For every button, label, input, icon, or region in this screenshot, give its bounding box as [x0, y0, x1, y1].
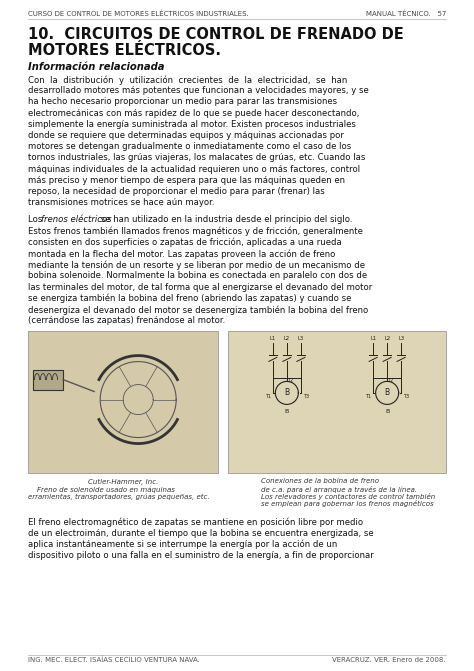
Text: B: B — [384, 389, 390, 397]
Text: Con  la  distribución  y  utilización  crecientes  de  la  electricidad,  se  ha: Con la distribución y utilización crecie… — [28, 75, 347, 85]
Text: motores se detengan gradualmente o inmediatamente como el caso de los: motores se detengan gradualmente o inmed… — [28, 142, 351, 151]
Text: Información relacionada: Información relacionada — [28, 62, 164, 72]
Text: El freno electromagnético de zapatas se mantiene en posición libre por medio: El freno electromagnético de zapatas se … — [28, 517, 363, 527]
Text: aplica instantáneamente si se interrumpe la energía por la acción de un: aplica instantáneamente si se interrumpe… — [28, 540, 337, 550]
Text: desarrollado motores más potentes que funcionan a velocidades mayores, y se: desarrollado motores más potentes que fu… — [28, 86, 369, 95]
Text: B: B — [284, 389, 290, 397]
Text: más preciso y menor tiempo de espera para que las máquinas queden en: más preciso y menor tiempo de espera par… — [28, 176, 345, 185]
Text: transmisiones motrices se hace aún mayor.: transmisiones motrices se hace aún mayor… — [28, 198, 215, 207]
Text: T2: T2 — [287, 378, 293, 383]
Text: L1: L1 — [370, 336, 376, 342]
Text: dispositivo piloto o una falla en el suministro de la energía, a fin de proporci: dispositivo piloto o una falla en el sum… — [28, 551, 374, 560]
Text: L3: L3 — [298, 336, 304, 342]
Text: Los relevadores y contactores de control también: Los relevadores y contactores de control… — [261, 493, 435, 500]
Text: Freno de solenoide usado en máquinas: Freno de solenoide usado en máquinas — [28, 486, 175, 493]
Text: T3: T3 — [403, 395, 409, 399]
Text: L2: L2 — [284, 336, 290, 342]
Text: montada en la flecha del motor. Las zapatas proveen la acción de freno: montada en la flecha del motor. Las zapa… — [28, 249, 336, 258]
Text: desenergiza el devanado del motor se desenergiza también la bobina del freno: desenergiza el devanado del motor se des… — [28, 305, 368, 315]
Text: B: B — [385, 409, 389, 415]
Text: Los: Los — [28, 215, 45, 224]
Text: se han utilizado en la industria desde el principio del siglo.: se han utilizado en la industria desde e… — [98, 215, 352, 224]
Bar — [33, 370, 63, 390]
Text: B: B — [285, 409, 289, 415]
Text: T3: T3 — [303, 395, 309, 399]
Text: VERACRUZ. VER. Enero de 2008.: VERACRUZ. VER. Enero de 2008. — [332, 657, 446, 663]
Text: electromecánicas con más rapidez de lo que se puede hacer desconectando,: electromecánicas con más rapidez de lo q… — [28, 109, 359, 117]
Text: de c.a. para el arranque a través de la línea.: de c.a. para el arranque a través de la … — [261, 486, 417, 493]
Text: T1: T1 — [365, 395, 371, 399]
Text: se emplean para gobernar los frenos magnéticos: se emplean para gobernar los frenos magn… — [261, 501, 433, 507]
Text: se energiza también la bobina del freno (abriendo las zapatas) y cuando se: se energiza también la bobina del freno … — [28, 294, 351, 303]
Text: CURSO DE CONTROL DE MOTORES ELÉCTRICOS INDUSTRIALES.: CURSO DE CONTROL DE MOTORES ELÉCTRICOS I… — [28, 11, 249, 17]
Text: T2: T2 — [387, 378, 393, 383]
Text: L3: L3 — [398, 336, 404, 342]
Text: T1: T1 — [265, 395, 271, 399]
Bar — [228, 331, 446, 474]
Text: 10.  CIRCUITOS DE CONTROL DE FRENADO DE: 10. CIRCUITOS DE CONTROL DE FRENADO DE — [28, 27, 404, 42]
Text: L2: L2 — [384, 336, 390, 342]
Text: bobina solenoide. Normalmente la bobina es conectada en paralelo con dos de: bobina solenoide. Normalmente la bobina … — [28, 271, 367, 280]
Text: mediante la tensión de un resorte y se liberan por medio de un mecanismo de: mediante la tensión de un resorte y se l… — [28, 260, 365, 270]
Text: de un electroimán, durante el tiempo que la bobina se encuentra energizada, se: de un electroimán, durante el tiempo que… — [28, 529, 374, 537]
Text: simplemente la energía suministrada al motor. Existen procesos industriales: simplemente la energía suministrada al m… — [28, 120, 356, 129]
Text: las terminales del motor, de tal forma que al energizarse el devanado del motor: las terminales del motor, de tal forma q… — [28, 282, 372, 292]
Text: ha hecho necesario proporcionar un medio para parar las transmisiones: ha hecho necesario proporcionar un medio… — [28, 97, 337, 107]
Text: MANUAL TÉCNICO.   57: MANUAL TÉCNICO. 57 — [365, 11, 446, 17]
Text: Estos frenos también llamados frenos magnéticos y de fricción, generalmente: Estos frenos también llamados frenos mag… — [28, 227, 363, 236]
Text: frenos eléctricos: frenos eléctricos — [41, 215, 112, 224]
Text: consisten en dos superficies o zapatas de fricción, aplicadas a una rueda: consisten en dos superficies o zapatas d… — [28, 238, 342, 248]
Text: tornos industriales, las grúas viajeras, los malacates de grúas, etc. Cuando las: tornos industriales, las grúas viajeras,… — [28, 154, 365, 162]
Text: ING. MEC. ELECT. ISAÍAS CECILIO VENTURA NAVA.: ING. MEC. ELECT. ISAÍAS CECILIO VENTURA … — [28, 657, 200, 664]
Text: máquinas individuales de la actualidad requieren uno o más factores, control: máquinas individuales de la actualidad r… — [28, 164, 360, 174]
Text: MOTORES ELÉCTRICOS.: MOTORES ELÉCTRICOS. — [28, 42, 221, 58]
Text: L1: L1 — [270, 336, 276, 342]
Text: Conexiones de la bobina de freno: Conexiones de la bobina de freno — [261, 478, 379, 484]
Text: erramientas, transportadores, grúas pequeñas, etc.: erramientas, transportadores, grúas pequ… — [28, 494, 210, 501]
Text: Cutler-Hammer, Inc.: Cutler-Hammer, Inc. — [88, 478, 158, 484]
Text: donde se requiere que determinadas equipos y máquinas accionadas por: donde se requiere que determinadas equip… — [28, 131, 344, 140]
Bar — [28, 331, 218, 474]
Text: reposo, la necesidad de proporcionar el medio para parar (frenar) las: reposo, la necesidad de proporcionar el … — [28, 187, 325, 196]
Text: (cerrándose las zapatas) frenándose al motor.: (cerrándose las zapatas) frenándose al m… — [28, 316, 225, 325]
